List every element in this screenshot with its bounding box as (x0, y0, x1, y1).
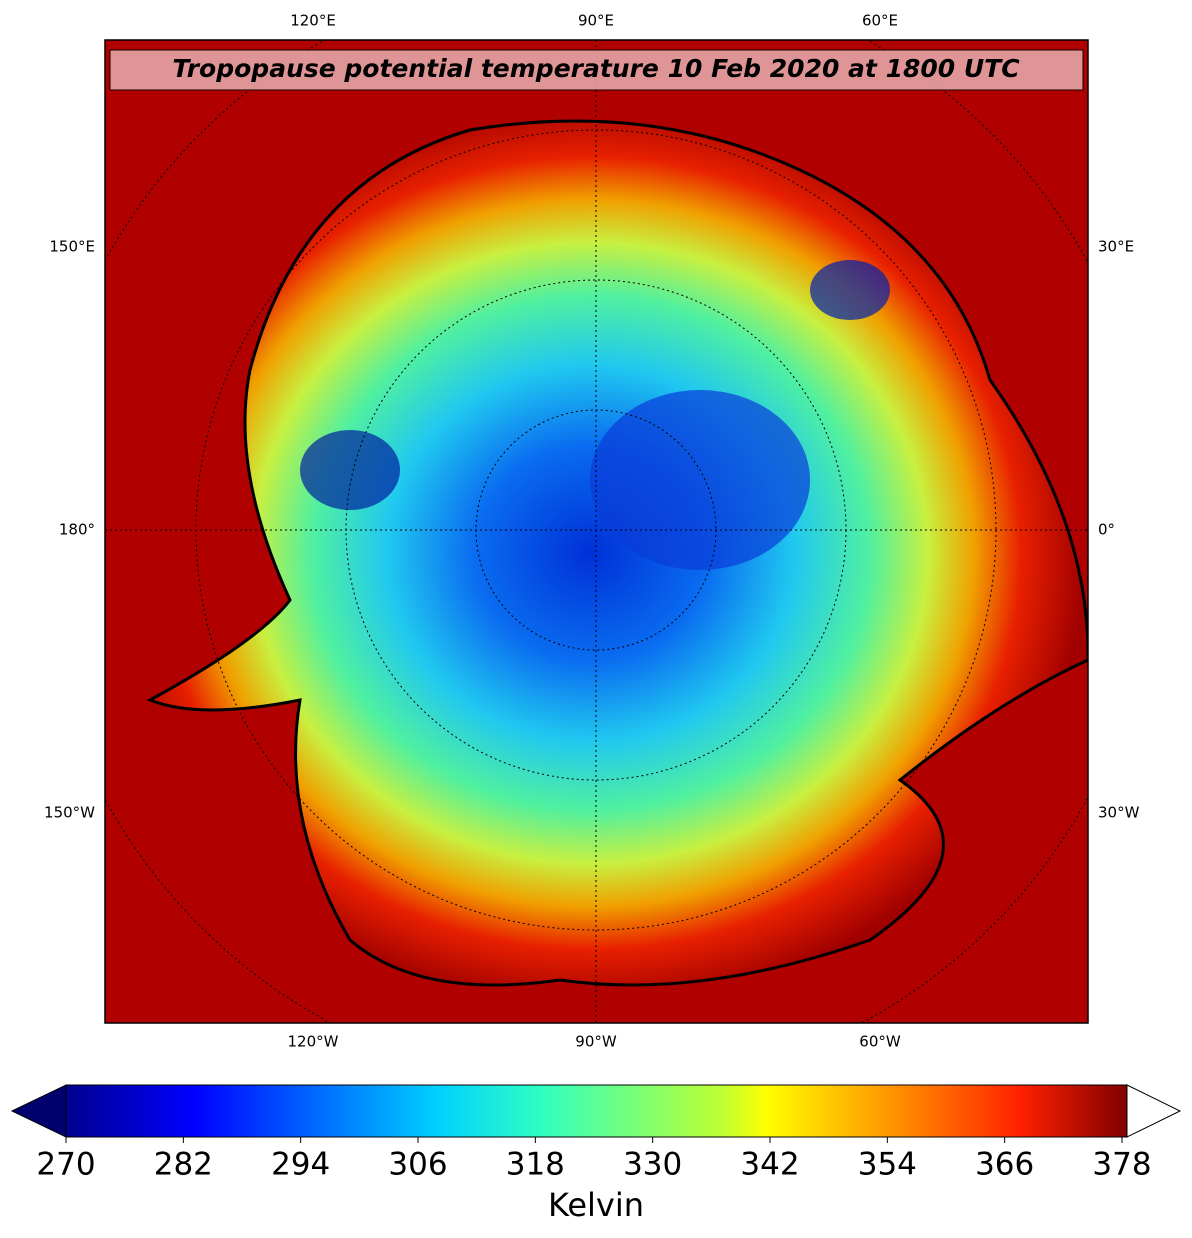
title: Tropopause potential temperature 10 Feb … (172, 54, 1020, 83)
lat-label: 30°W (1098, 804, 1140, 822)
lon-label: 120°W (288, 1033, 339, 1051)
colorbar (65, 1084, 1128, 1138)
map-frame (104, 39, 1089, 1024)
title-box (109, 49, 1084, 91)
lat-label: 150°E (49, 238, 95, 256)
colorbar-tick-label: 342 (740, 1147, 799, 1183)
lon-label: 90°E (578, 12, 614, 30)
colorbar-extend-high (1126, 1084, 1182, 1138)
colorbar-extend-low (10, 1084, 67, 1138)
lon-label: 120°E (290, 12, 336, 30)
lat-label: 30°E (1098, 238, 1134, 256)
colorbar-tick-label: 378 (1092, 1147, 1151, 1183)
colorbar-tick-label: 294 (271, 1147, 330, 1183)
lat-label: 180° (59, 521, 95, 539)
colorbar-tick-label: 330 (623, 1147, 682, 1183)
colorbar-label: Kelvin (548, 1186, 644, 1224)
colorbar-tick-label: 306 (388, 1147, 447, 1183)
colorbar-tick-label: 366 (975, 1147, 1034, 1183)
lon-label: 60°W (859, 1033, 901, 1051)
colorbar-tick-label: 270 (36, 1147, 95, 1183)
colorbar-tick-label: 354 (858, 1147, 917, 1183)
colorbar-tick-label: 318 (506, 1147, 565, 1183)
map (105, 40, 1088, 1023)
lat-label: 0° (1098, 521, 1115, 539)
lat-label: 150°W (44, 804, 95, 822)
lon-label: 90°W (575, 1033, 617, 1051)
colorbar-tick-label: 282 (154, 1147, 213, 1183)
lon-label: 60°E (862, 12, 898, 30)
